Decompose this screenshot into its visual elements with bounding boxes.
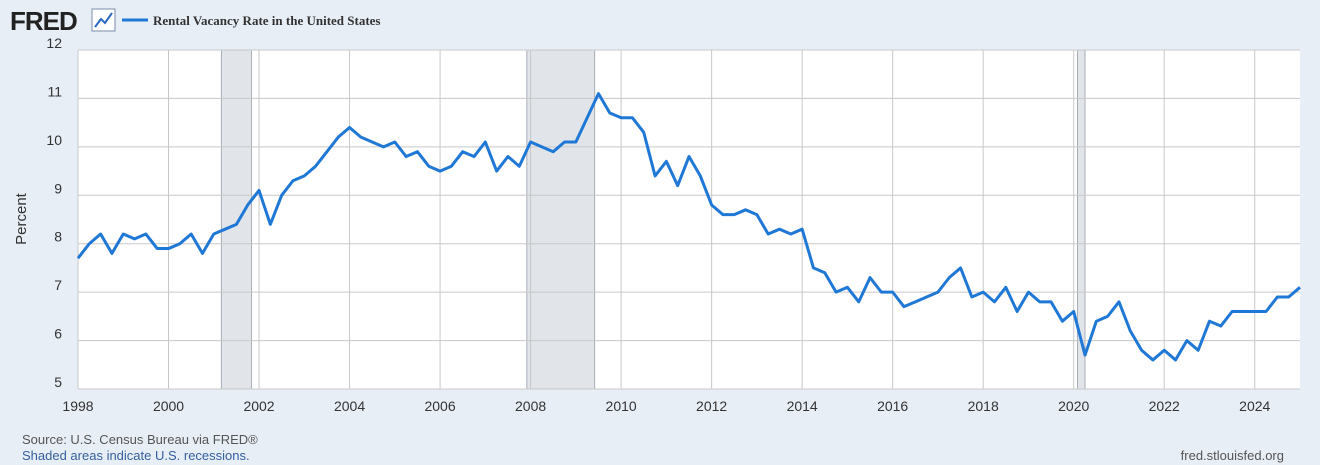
x-tick-label: 2010 bbox=[606, 398, 637, 414]
x-tick-label: 2000 bbox=[153, 398, 184, 414]
source: Source: U.S. Census Bureau via FRED® bbox=[22, 432, 258, 447]
y-axis-label: Percent bbox=[13, 192, 30, 245]
recession-band bbox=[526, 49, 596, 390]
legend-label: Rental Vacancy Rate in the United States bbox=[153, 13, 381, 28]
recession-note: Shaded areas indicate U.S. recessions. bbox=[22, 448, 250, 463]
y-tick-label: 6 bbox=[54, 326, 62, 342]
x-tick-label: 2012 bbox=[696, 398, 727, 414]
x-tick-label: 2018 bbox=[968, 398, 999, 414]
recession-band bbox=[220, 49, 252, 390]
x-tick-label: 2020 bbox=[1058, 398, 1089, 414]
y-tick-label: 5 bbox=[54, 374, 62, 390]
x-tick-label: 2002 bbox=[243, 398, 274, 414]
logo-icon bbox=[91, 8, 116, 32]
x-tick-label: 2006 bbox=[424, 398, 455, 414]
y-tick-label: 11 bbox=[47, 83, 62, 99]
y-tick-label: 9 bbox=[54, 180, 62, 196]
y-tick-label: 12 bbox=[46, 35, 62, 51]
site-link: fred.stlouisfed.org bbox=[1181, 448, 1284, 463]
plot-area bbox=[78, 50, 1300, 389]
data-line bbox=[76, 92, 1301, 362]
x-tick-label: 2004 bbox=[334, 398, 365, 414]
x-tick-label: 2022 bbox=[1149, 398, 1180, 414]
y-tick-label: 7 bbox=[54, 277, 62, 293]
y-tick-label: 10 bbox=[46, 132, 62, 148]
y-tick-label: 8 bbox=[54, 229, 62, 245]
x-tick-label: 2008 bbox=[515, 398, 546, 414]
x-tick-label: 2014 bbox=[787, 398, 818, 414]
logo: FRED bbox=[10, 6, 77, 36]
x-tick-label: 2016 bbox=[877, 398, 908, 414]
x-tick-label: 1998 bbox=[62, 398, 93, 414]
x-tick-label: 2024 bbox=[1239, 398, 1270, 414]
